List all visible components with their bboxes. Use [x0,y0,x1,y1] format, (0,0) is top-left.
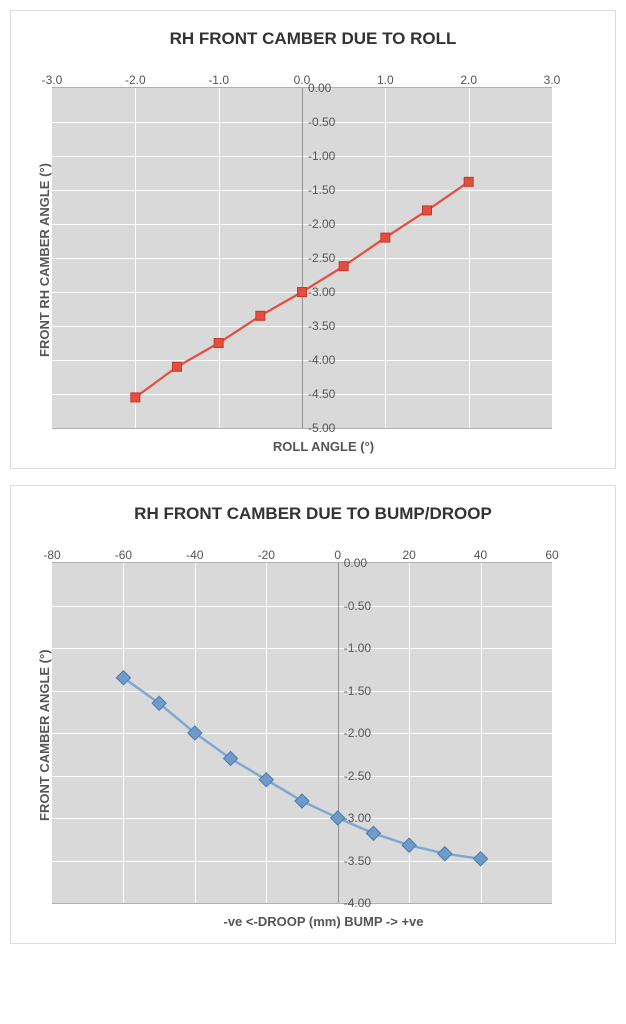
chart1-data-layer [52,88,552,428]
xtick-label: 2.0 [460,73,477,87]
series-line [123,678,480,859]
xtick-label: 40 [474,548,487,562]
xtick-label: -60 [115,548,132,562]
series-marker [474,852,488,866]
chart-roll: RH FRONT CAMBER DUE TO ROLL FRONT RH CAM… [10,10,616,469]
xtick-label: -3.0 [42,73,63,87]
chart1-plot-area: 0.00-0.50-1.00-1.50-2.00-2.50-3.00-3.50-… [52,87,552,429]
series-marker [464,177,473,186]
chart2-plot-wrapper: FRONT CAMBER ANGLE (°) -80 -60 -40 -20 0 20 40… [31,542,595,929]
chart-bumpdroop: RH FRONT CAMBER DUE TO BUMP/DROOP FRONT … [10,485,616,944]
series-marker [331,811,345,825]
chart1-ylabel: FRONT RH CAMBER ANGLE (°) [31,67,52,454]
series-marker [259,773,273,787]
xtick-label: -40 [186,548,203,562]
series-marker [214,339,223,348]
xtick-label: -20 [258,548,275,562]
chart1-title: RH FRONT CAMBER DUE TO ROLL [31,29,595,49]
xtick-label: 20 [402,548,415,562]
series-marker [256,311,265,320]
chart1-xlabel: ROLL ANGLE (°) [52,439,595,454]
xtick-label: 60 [545,548,558,562]
chart2-title: RH FRONT CAMBER DUE TO BUMP/DROOP [31,504,595,524]
series-marker [438,847,452,861]
xtick-label: 0 [334,548,341,562]
xtick-label: 1.0 [377,73,394,87]
series-marker [402,838,416,852]
chart2-ylabel: FRONT CAMBER ANGLE (°) [31,542,52,929]
series-marker [423,206,432,215]
chart2-plot-col: -80-60-40-200204060 0.00-0.50-1.00-1.50-… [52,542,595,929]
xtick-label: -2.0 [125,73,146,87]
series-marker [381,233,390,242]
series-marker [131,393,140,402]
chart1-xaxis-row: -3.0-2.0-1.00.01.02.03.0 [52,67,552,87]
xtick-label: 3.0 [544,73,561,87]
series-marker [173,362,182,371]
chart2-xaxis-row: -80-60-40-200204060 [52,542,552,562]
chart1-plot-col: -3.0-2.0-1.00.01.02.03.0 0.00-0.50-1.00-… [52,67,595,454]
chart1-plot-wrapper: FRONT RH CAMBER ANGLE (°) -3.0 -2.0 -1.00.… [31,67,595,454]
chart2-plot-area: 0.00-0.50-1.00-1.50-2.00-2.50-3.00-3.50-… [52,562,552,904]
series-marker [295,794,309,808]
series-marker [366,826,380,840]
xtick-label: -80 [43,548,60,562]
series-marker [339,262,348,271]
chart2-xlabel: -ve <-DROOP (mm) BUMP -> +ve [52,914,595,929]
chart2-data-layer [52,563,552,903]
xtick-label: -1.0 [208,73,229,87]
series-marker [298,288,307,297]
